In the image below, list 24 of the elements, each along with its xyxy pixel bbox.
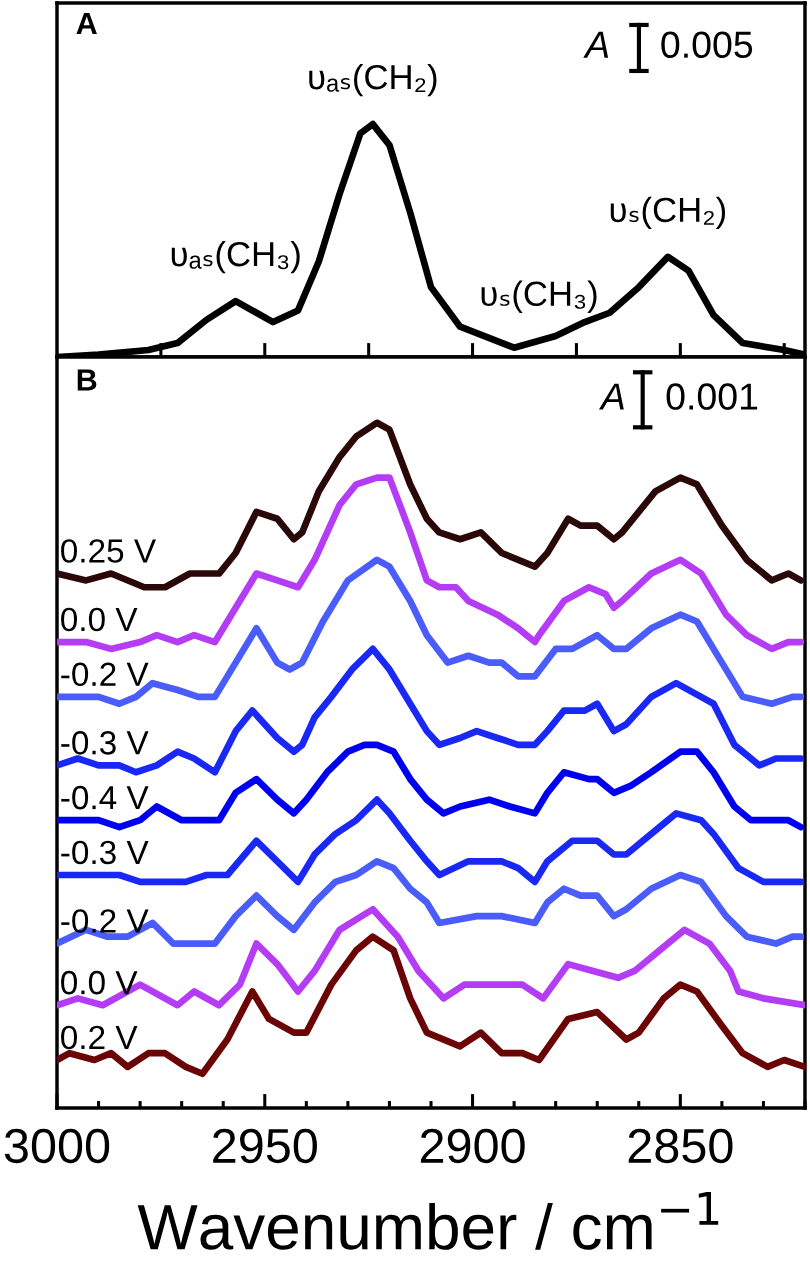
x-tick-label: 2900 [420, 1128, 525, 1164]
series-label: -0.2 V [61, 909, 149, 933]
series-label: 0.2 V [61, 1025, 138, 1050]
chart-title: A [76, 12, 97, 34]
text: 0.001 [666, 383, 758, 410]
series-label: -0.2 V [61, 662, 149, 687]
text: 0.005 [661, 31, 753, 59]
text: A [598, 383, 624, 410]
text: A [583, 31, 609, 58]
series-label: 0.0 V [61, 970, 138, 995]
chart-title: B [77, 369, 97, 391]
series-label: 0.0 V [61, 607, 138, 632]
annotation: υₐₛ(CH₃) [171, 240, 300, 274]
series-label: 0.25 V [61, 539, 156, 563]
series-label: -0.3 V [61, 840, 149, 865]
x-axis-title: Wavenumber / cm$^{−1}$ [137, 1192, 719, 1250]
annotation: υₛ(CH₂) [610, 196, 726, 230]
series-label: -0.3 V [61, 731, 149, 755]
x-tick-label: 2850 [628, 1128, 733, 1164]
series-label: -0.4 V [61, 785, 149, 810]
x-tick-label: 3000 [4, 1128, 110, 1164]
annotation: υₛ(CH₃) [481, 280, 597, 313]
annotation: υₐₛ(CH₂) [309, 63, 437, 97]
x-tick-label: 2950 [213, 1128, 317, 1164]
